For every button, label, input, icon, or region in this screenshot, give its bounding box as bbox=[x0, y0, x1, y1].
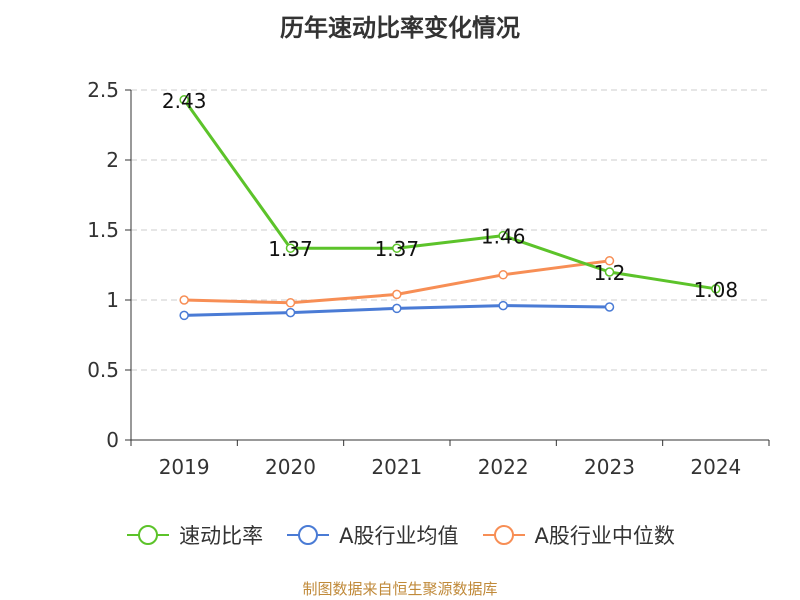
legend: 速动比率 A股行业均值 A股行业中位数 bbox=[0, 520, 800, 550]
data-point bbox=[179, 310, 189, 321]
data-label: 1.46 bbox=[481, 225, 526, 249]
source-note: 制图数据来自恒生聚源数据库 bbox=[302, 580, 498, 598]
x-tick-label: 2021 bbox=[371, 455, 422, 479]
series-line bbox=[182, 98, 717, 291]
x-axis-ticks: 2019 2020 2021 2022 2023 2024 bbox=[159, 455, 742, 479]
y-tick-label: 1.5 bbox=[87, 218, 119, 242]
x-tick-label: 2020 bbox=[265, 455, 316, 479]
y-tick-label: 1 bbox=[106, 288, 119, 312]
legend-line-marker-icon bbox=[482, 525, 525, 545]
legend-line-marker-icon bbox=[127, 525, 170, 545]
data-point bbox=[604, 267, 615, 277]
legend-marker bbox=[298, 525, 319, 545]
data-point bbox=[285, 307, 296, 318]
data-label: 1.2 bbox=[594, 261, 626, 285]
data-point bbox=[711, 284, 721, 294]
y-axis-ticks: 0 0.5 1 1.5 2 2.5 bbox=[87, 78, 119, 452]
data-point bbox=[392, 243, 402, 253]
data-label: 2.43 bbox=[162, 89, 207, 113]
legend-label: A股行业中位数 bbox=[534, 524, 675, 548]
grid-lines bbox=[131, 89, 769, 371]
data-labels: 2.43 1.37 1.37 1.46 1.2 1.08 bbox=[162, 89, 738, 302]
data-point bbox=[498, 270, 508, 280]
data-point bbox=[498, 300, 508, 311]
legend-marker bbox=[493, 525, 514, 545]
legend-item-industry-average[interactable]: A股行业均值 bbox=[285, 520, 459, 550]
y-tick-label: 0 bbox=[106, 428, 119, 452]
series-layer bbox=[179, 95, 721, 321]
data-point bbox=[498, 230, 508, 241]
data-point bbox=[285, 243, 296, 253]
y-tick-label: 0.5 bbox=[87, 358, 119, 382]
data-point bbox=[392, 289, 402, 300]
chart-title: 历年速动比率变化情况 bbox=[280, 14, 520, 42]
legend-label: 速动比率 bbox=[179, 524, 264, 548]
legend-label: A股行业均值 bbox=[339, 524, 459, 548]
data-point bbox=[179, 95, 189, 105]
axes bbox=[125, 89, 770, 446]
data-label: 1.37 bbox=[375, 237, 420, 261]
data-label: 1.37 bbox=[268, 237, 313, 261]
legend-marker bbox=[138, 525, 159, 545]
data-point bbox=[604, 302, 615, 312]
data-label: 1.08 bbox=[694, 278, 739, 302]
legend-item-industry-median[interactable]: A股行业中位数 bbox=[481, 520, 675, 550]
x-tick-label: 2019 bbox=[159, 455, 210, 479]
legend-line-marker-icon bbox=[287, 525, 330, 545]
x-tick-label: 2023 bbox=[584, 455, 635, 479]
x-tick-label: 2022 bbox=[478, 455, 529, 479]
x-tick-label: 2024 bbox=[690, 455, 741, 479]
data-point bbox=[392, 303, 402, 314]
y-tick-label: 2.5 bbox=[87, 78, 119, 102]
legend-item-quick-ratio[interactable]: 速动比率 bbox=[125, 520, 263, 550]
y-tick-label: 2 bbox=[106, 148, 119, 172]
data-point bbox=[285, 298, 296, 308]
data-point bbox=[604, 256, 615, 266]
data-point bbox=[179, 295, 189, 305]
